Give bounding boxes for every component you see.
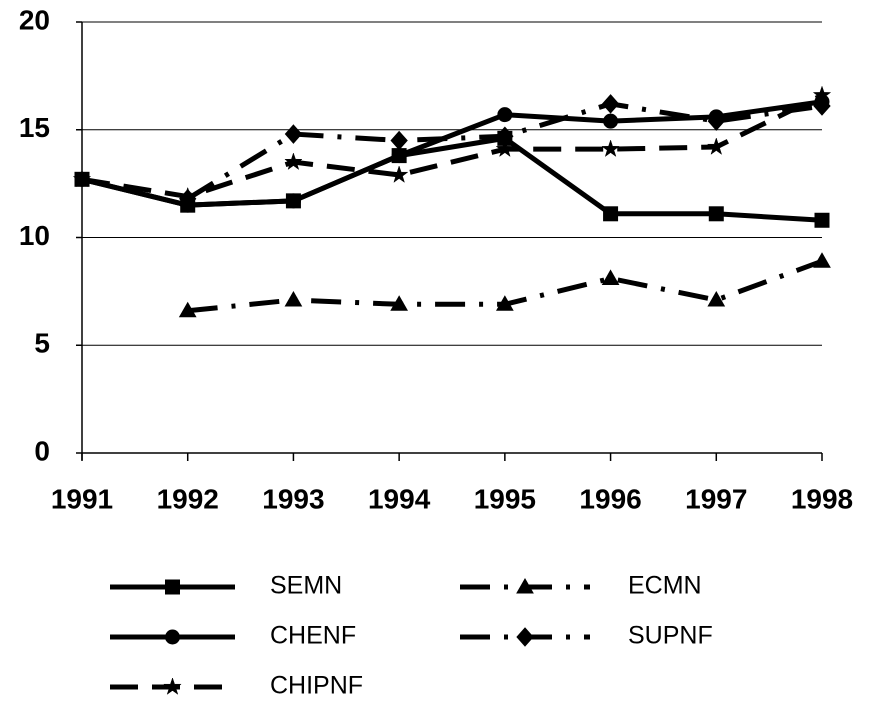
y-tick-label: 10: [19, 220, 50, 251]
data-point: [812, 85, 832, 104]
x-tick-label: 1996: [579, 483, 641, 514]
y-tick-label: 15: [19, 112, 50, 143]
data-point: [497, 107, 513, 123]
legend-marker: [516, 577, 534, 594]
data-point: [603, 206, 619, 222]
y-tick-label: 5: [34, 328, 50, 359]
x-tick-label: 1994: [368, 483, 431, 514]
data-point: [284, 124, 303, 144]
legend-label: SEMN: [270, 572, 342, 600]
series-line: [81, 99, 823, 208]
data-point: [285, 193, 301, 209]
data-point: [284, 290, 303, 307]
legend-marker: [516, 627, 534, 647]
x-tick-label: 1998: [791, 483, 853, 514]
y-tick-label: 20: [19, 4, 50, 35]
data-point: [391, 148, 407, 164]
legend-marker: [165, 629, 180, 645]
data-point: [284, 152, 303, 171]
series-line: [81, 93, 824, 200]
data-point: [495, 295, 514, 311]
x-tick-label: 1992: [157, 483, 219, 514]
data-point: [601, 94, 620, 114]
y-tick-label: 0: [34, 435, 50, 466]
data-point: [601, 269, 620, 285]
data-point: [603, 113, 619, 129]
legend-marker: [163, 677, 182, 695]
legend-marker: [165, 579, 180, 595]
x-tick-label: 1991: [51, 483, 113, 514]
data-point: [708, 206, 724, 222]
data-point: [814, 212, 830, 228]
data-point: [390, 295, 409, 311]
data-point: [601, 139, 620, 158]
data-point: [707, 290, 726, 307]
data-point: [178, 186, 198, 205]
data-point: [389, 165, 409, 183]
data-point: [706, 137, 726, 155]
legend-label: CHIPNF: [270, 672, 363, 700]
data-point: [72, 169, 92, 188]
legend-label: ECMN: [628, 572, 702, 600]
data-point: [707, 111, 725, 131]
data-point: [495, 139, 515, 158]
legend-label: CHENF: [270, 622, 356, 650]
data-point: [390, 130, 408, 151]
legend-label: SUPNF: [628, 622, 713, 650]
x-tick-label: 1993: [262, 483, 324, 514]
x-tick-label: 1997: [685, 483, 747, 514]
data-point: [813, 252, 831, 268]
data-point: [178, 301, 197, 318]
x-tick-label: 1995: [474, 483, 536, 514]
